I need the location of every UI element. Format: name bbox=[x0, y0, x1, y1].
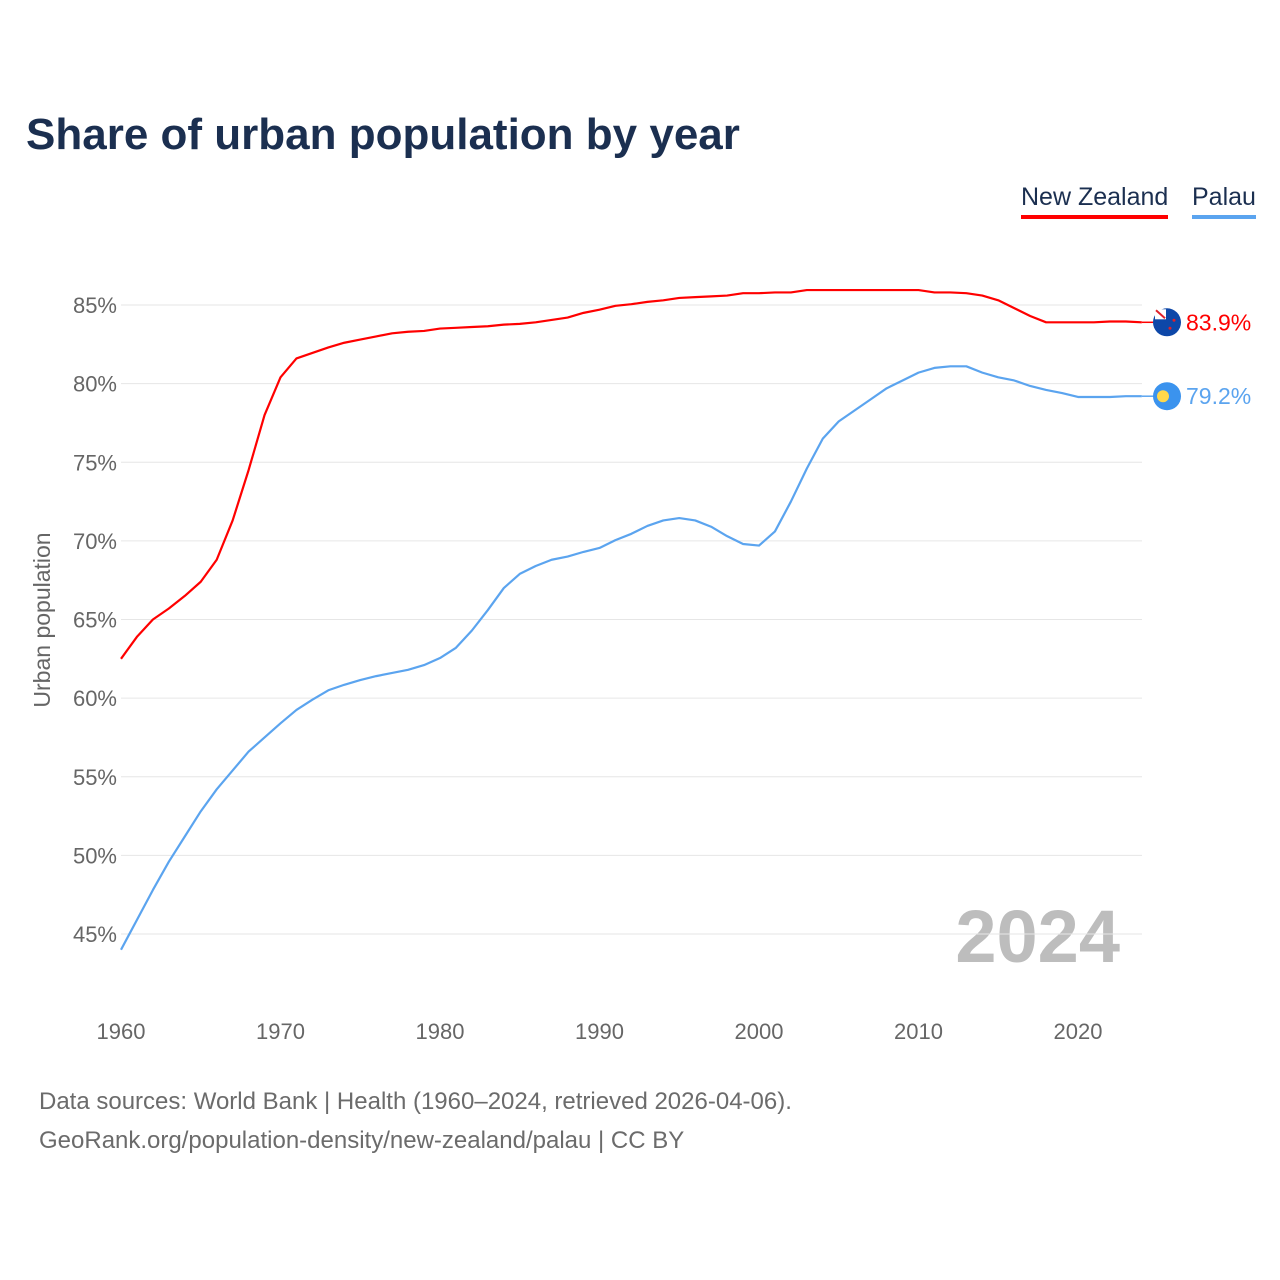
southern-cross-star bbox=[1168, 326, 1172, 330]
y-tick-label: 65% bbox=[73, 608, 117, 633]
y-tick-label: 80% bbox=[73, 372, 117, 397]
x-tick-label: 1960 bbox=[97, 1019, 146, 1044]
end-value-label: 83.9% bbox=[1186, 309, 1251, 335]
series-line-new-zealand bbox=[120, 288, 1142, 660]
footer-sources: Data sources: World Bank | Health (1960–… bbox=[39, 1088, 792, 1115]
chart-title: Share of urban population by year bbox=[26, 110, 740, 159]
y-tick-label: 55% bbox=[73, 765, 117, 790]
series-line-palau bbox=[120, 365, 1142, 951]
y-tick-label: 60% bbox=[73, 686, 117, 711]
x-tick-label: 2020 bbox=[1054, 1019, 1103, 1044]
y-tick-label: 85% bbox=[73, 293, 117, 318]
x-tick-label: 2010 bbox=[894, 1019, 943, 1044]
legend-palau[interactable]: Palau bbox=[1192, 183, 1256, 219]
y-axis-label: Urban population bbox=[29, 532, 55, 707]
union-jack-cross bbox=[1155, 309, 1166, 320]
x-tick-label: 1990 bbox=[575, 1019, 624, 1044]
legend-new-zealand[interactable]: New Zealand bbox=[1021, 183, 1169, 219]
year-watermark: 2024 bbox=[955, 895, 1120, 978]
x-tick-label: 1970 bbox=[256, 1019, 305, 1044]
x-tick-label: 2000 bbox=[735, 1019, 784, 1044]
x-tick-label: 1980 bbox=[416, 1019, 465, 1044]
footer-credit: GeoRank.org/population-density/new-zeala… bbox=[39, 1127, 685, 1154]
y-tick-label: 70% bbox=[73, 529, 117, 554]
end-value-label: 79.2% bbox=[1186, 383, 1251, 409]
y-tick-label: 50% bbox=[73, 843, 117, 868]
southern-cross-star bbox=[1172, 318, 1176, 322]
y-tick-label: 45% bbox=[73, 922, 117, 947]
y-tick-label: 75% bbox=[73, 450, 117, 475]
palau-flag-sun bbox=[1157, 390, 1169, 403]
